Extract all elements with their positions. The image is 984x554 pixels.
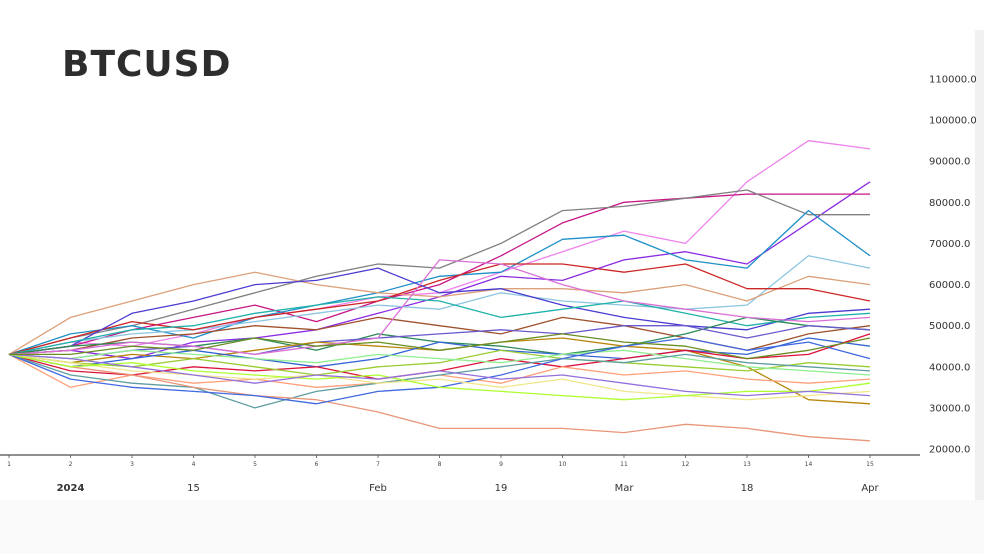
series-line-27 bbox=[9, 333, 871, 360]
y-tick-label: 40000.0 bbox=[929, 362, 970, 373]
series-line-2 bbox=[8, 181, 871, 360]
chart-title: BTCUSD bbox=[62, 44, 232, 85]
series-line-20 bbox=[8, 353, 871, 409]
y-tick-label: 60000.0 bbox=[929, 280, 970, 291]
x-step-label: 3 bbox=[130, 461, 134, 468]
series-line-21 bbox=[8, 353, 871, 442]
x-step-label: 11 bbox=[620, 461, 628, 468]
x-step-label: 14 bbox=[805, 461, 813, 468]
x-step-label: 10 bbox=[559, 461, 567, 468]
x-date-label: 2024 bbox=[57, 483, 85, 494]
y-tick-label: 50000.0 bbox=[929, 321, 970, 332]
x-step-label: 8 bbox=[438, 461, 442, 468]
x-step-label: 5 bbox=[253, 461, 257, 468]
series-line-24 bbox=[8, 353, 871, 401]
series-line-7 bbox=[8, 271, 871, 355]
series-line-8 bbox=[8, 263, 871, 356]
x-step-label: 9 bbox=[499, 461, 503, 468]
x-step-label: 13 bbox=[743, 461, 751, 468]
y-tick-label: 20000.0 bbox=[929, 445, 970, 456]
bottom-band bbox=[0, 500, 984, 554]
series-line-6 bbox=[8, 255, 871, 356]
x-step-label: 12 bbox=[682, 461, 690, 468]
series-line-23 bbox=[8, 353, 871, 401]
x-step-label: 4 bbox=[192, 461, 196, 468]
y-tick-label: 70000.0 bbox=[929, 239, 970, 250]
y-tick-label: 100000.0 bbox=[929, 116, 977, 127]
x-date-label: Feb bbox=[369, 483, 387, 494]
y-tick-label: 30000.0 bbox=[929, 403, 970, 414]
series-line-26 bbox=[8, 259, 871, 356]
y-tick-label: 80000.0 bbox=[929, 198, 970, 209]
x-date-label: 15 bbox=[187, 483, 200, 494]
series-line-5 bbox=[8, 209, 871, 356]
y-tick-label: 110000.0 bbox=[929, 75, 977, 86]
x-step-label: 15 bbox=[866, 461, 874, 468]
series-line-25 bbox=[8, 353, 871, 397]
x-step-label: 1 bbox=[7, 461, 11, 468]
series-line-3 bbox=[8, 193, 870, 356]
series-line-17 bbox=[8, 349, 871, 376]
series-line-19 bbox=[8, 349, 871, 376]
series-line-13 bbox=[8, 325, 871, 360]
series-line-4 bbox=[8, 189, 870, 356]
series-line-15 bbox=[8, 337, 871, 368]
x-date-label: 19 bbox=[495, 483, 508, 494]
x-step-label: 2 bbox=[69, 461, 73, 468]
x-step-label: 6 bbox=[315, 461, 319, 468]
series-line-10 bbox=[8, 296, 871, 356]
series-line-9 bbox=[8, 267, 871, 356]
x-date-label: Apr bbox=[861, 483, 879, 494]
x-date-label: 18 bbox=[741, 483, 754, 494]
x-step-label: 7 bbox=[376, 461, 380, 468]
x-date-label: Mar bbox=[615, 483, 635, 494]
panel-edge bbox=[975, 30, 984, 500]
y-tick-label: 90000.0 bbox=[929, 157, 970, 168]
